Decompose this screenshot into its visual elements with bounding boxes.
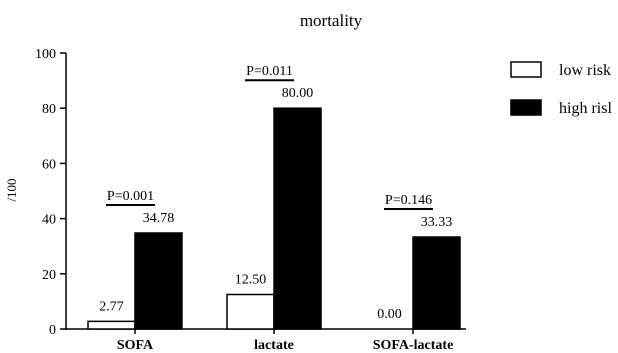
data-label: 0.00 [377,307,402,322]
x-tick-label: SOFA [117,338,154,353]
data-label: 2.77 [99,299,124,314]
legend-label: high risl [559,100,612,117]
data-label: 12.50 [235,273,267,288]
data-label: 34.78 [143,211,175,226]
y-tick-label: 20 [42,268,56,283]
p-value-annotations: P=0.001 P=0.011 P=0.146 [106,64,433,211]
bar-low-risk [226,293,275,330]
legend-swatch-low-risk [510,61,542,78]
bar-low-risk [87,320,136,330]
value-labels: 2.77 34.78 12.50 80.00 0.00 33.33 [99,86,452,322]
bar-high-risk [412,236,461,330]
y-tick-label: 80 [42,102,56,117]
chart-title: mortality [300,11,363,30]
bars [87,107,461,330]
p-value-label: P=0.146 [385,193,432,208]
p-value-label: P=0.001 [107,189,154,204]
axes: 0 20 40 60 80 100 SOFA lactate SOFA-lactate [35,47,466,353]
x-tick-label: SOFA-lactate [373,338,454,353]
y-tick-label: 40 [42,213,56,228]
p-value-label: P=0.011 [246,64,293,79]
data-label: 80.00 [282,86,314,101]
data-label: 33.33 [421,215,453,230]
bar-high-risk [134,232,183,330]
x-tick-label: lactate [254,338,294,353]
y-axis-label: /100 [4,178,19,201]
legend-swatch-high-risk [510,99,542,116]
bar-high-risk [273,107,322,330]
legend-label: low risk [559,62,611,79]
y-tick-label: 0 [49,323,56,338]
y-tick-label: 60 [42,157,56,172]
legend: low risk high risl [510,61,612,117]
y-tick-label: 100 [35,47,56,62]
